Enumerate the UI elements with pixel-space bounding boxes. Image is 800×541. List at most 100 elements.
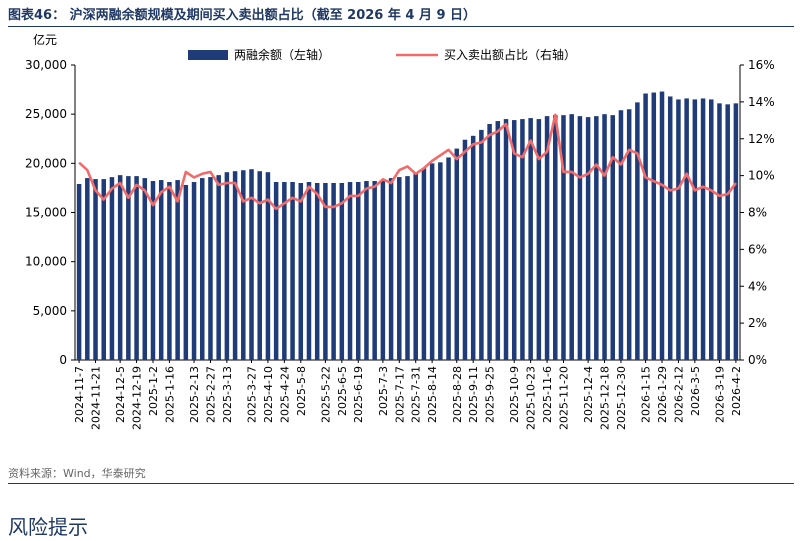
- x-tick-label: 2026-3-19: [713, 366, 726, 423]
- x-tick-label: 2024-11-7: [73, 366, 86, 423]
- x-tick-label: 2026-1-29: [656, 366, 669, 423]
- bar: [101, 179, 106, 360]
- left-axis-unit: 亿元: [33, 32, 57, 47]
- x-tick-label: 2025-4-10: [262, 366, 275, 423]
- bar: [306, 182, 312, 360]
- bar: [553, 115, 558, 361]
- bar: [667, 96, 673, 360]
- x-tick-label: 2025-9-25: [484, 366, 497, 423]
- x-tick-label: 2025-6-19: [352, 366, 365, 423]
- section-heading: 风险提示: [8, 515, 88, 539]
- bar: [692, 99, 698, 361]
- bar: [241, 170, 246, 360]
- bar: [331, 183, 336, 360]
- bar: [618, 110, 624, 360]
- x-tick-label: 2025-3-13: [221, 366, 234, 423]
- right-tick-label: 6%: [748, 242, 767, 256]
- bar: [602, 114, 607, 361]
- bar: [470, 135, 476, 360]
- bar: [339, 183, 345, 360]
- bar: [610, 115, 616, 361]
- x-tick-label: 2025-8-28: [451, 366, 464, 423]
- legend-bar-label: 两融余额（左轴）: [234, 47, 330, 62]
- title-divider: [8, 26, 794, 27]
- left-tick-label: 15,000: [25, 206, 67, 220]
- x-tick-label: 2025-7-3: [377, 366, 390, 416]
- bar: [134, 176, 139, 360]
- left-tick-label: 25,000: [25, 107, 67, 121]
- x-tick-label: 2025-6-5: [336, 366, 349, 416]
- x-tick-label: 2025-1-2: [147, 366, 160, 416]
- x-tick-label: 2025-10-9: [508, 366, 521, 423]
- bar: [717, 103, 722, 360]
- bar: [626, 109, 632, 360]
- bar: [487, 124, 492, 360]
- left-tick-label: 30,000: [25, 58, 67, 72]
- left-tick-label: 20,000: [25, 156, 67, 170]
- bar: [635, 102, 640, 360]
- bar: [676, 99, 681, 361]
- right-tick-label: 16%: [748, 58, 775, 72]
- bar: [117, 175, 123, 360]
- legend-bar-swatch: [188, 50, 228, 60]
- bar: [76, 183, 82, 360]
- bar: [544, 116, 550, 360]
- right-tick-label: 8%: [748, 206, 767, 220]
- bar: [355, 182, 361, 360]
- x-tick-label: 2025-12-18: [599, 366, 612, 430]
- bar: [536, 119, 542, 360]
- x-tick-label: 2025-2-13: [188, 366, 201, 423]
- x-tick-label: 2025-5-8: [295, 366, 308, 416]
- bar: [725, 104, 730, 360]
- bar: [364, 181, 369, 360]
- x-tick-label: 2026-2-12: [672, 366, 685, 423]
- bar: [594, 116, 599, 360]
- bar: [733, 103, 739, 360]
- bar: [651, 92, 657, 361]
- bar: [314, 183, 320, 360]
- bar: [446, 157, 451, 360]
- right-tick-label: 4%: [748, 279, 767, 293]
- source-note: 资料来源：Wind，华泰研究: [8, 467, 146, 480]
- bar: [585, 117, 591, 360]
- bar: [380, 180, 386, 360]
- bar: [175, 180, 180, 360]
- bar: [85, 178, 90, 360]
- figure-title: 图表46： 沪深两融余额规模及期间买入卖出额占比（截至 2026 年 4 月 9…: [8, 8, 477, 23]
- bar: [290, 182, 295, 360]
- bar: [265, 172, 271, 360]
- right-tick-label: 10%: [748, 169, 775, 183]
- bar: [528, 118, 533, 360]
- x-tick-label: 2026-3-5: [689, 366, 702, 416]
- bar: [511, 120, 517, 360]
- bar: [257, 171, 262, 360]
- bar: [167, 182, 172, 360]
- x-tick-label: 2025-11-20: [557, 366, 570, 430]
- x-tick-label: 2025-12-4: [582, 366, 595, 423]
- bar: [224, 172, 230, 360]
- x-tick-label: 2024-12-19: [131, 366, 144, 430]
- x-tick-label: 2025-1-16: [163, 366, 176, 423]
- bar: [216, 175, 221, 360]
- x-tick-label: 2025-4-24: [278, 366, 291, 423]
- bar: [191, 182, 197, 360]
- x-tick-label: 2025-12-30: [615, 366, 628, 430]
- x-tick-label: 2026-1-15: [640, 366, 653, 423]
- bar: [643, 93, 648, 361]
- bar: [429, 163, 435, 360]
- bar: [183, 184, 189, 360]
- bar: [232, 171, 238, 360]
- bar: [109, 177, 115, 360]
- bar: [684, 98, 689, 360]
- bar: [454, 148, 460, 360]
- bar: [93, 179, 98, 360]
- bar: [700, 98, 706, 360]
- x-tick-label: 2024-11-21: [90, 366, 103, 430]
- x-tick-label: 2025-8-14: [426, 366, 439, 423]
- left-tick-label: 10,000: [25, 255, 67, 269]
- bar: [298, 183, 304, 360]
- bar: [495, 121, 501, 360]
- bar: [709, 99, 714, 361]
- line-series: [78, 113, 737, 211]
- legend-line-label: 买入卖出额占比（右轴）: [444, 47, 576, 62]
